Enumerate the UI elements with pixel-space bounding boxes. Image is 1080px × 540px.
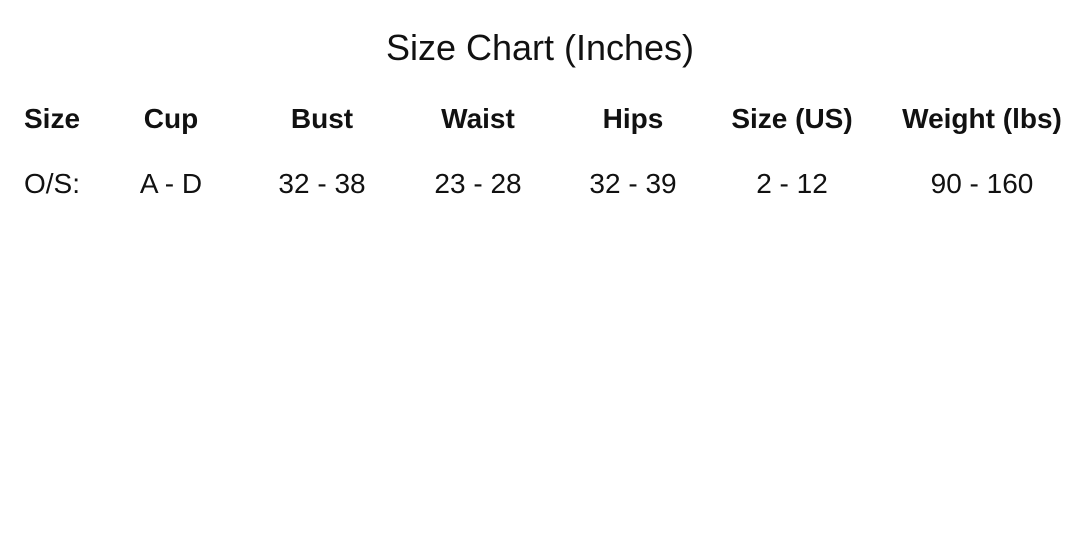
value-weight: 90 - 160 — [930, 168, 1034, 199]
value-size-us: 2 - 12 — [756, 168, 828, 199]
value-size: O/S: — [23, 168, 81, 199]
value-cup: A - D — [139, 168, 203, 199]
header-bust: Bust — [290, 103, 354, 134]
header-size: Size — [23, 103, 81, 134]
header-cup: Cup — [143, 103, 199, 134]
value-waist: 23 - 28 — [434, 168, 522, 199]
header-size-us: Size (US) — [731, 103, 853, 134]
value-bust: 32 - 38 — [278, 168, 366, 199]
header-waist: Waist — [441, 103, 515, 134]
value-hips: 32 - 39 — [589, 168, 677, 199]
header-weight: Weight (lbs) — [902, 103, 1062, 134]
page-title: Size Chart (Inches) — [385, 27, 695, 68]
header-hips: Hips — [602, 103, 664, 134]
